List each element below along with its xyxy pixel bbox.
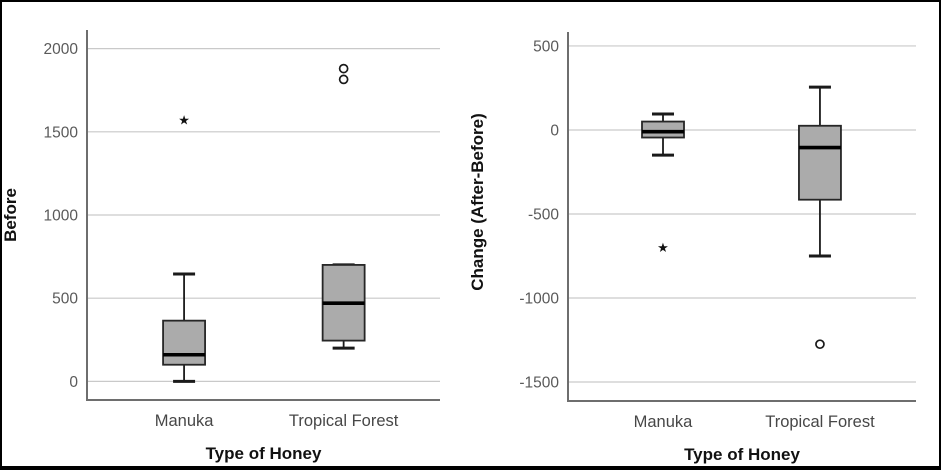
outlier-circle (338, 74, 349, 85)
extreme-outlier-star: ★ (657, 240, 669, 255)
y-tick-label: -1500 (519, 375, 559, 392)
iqr-box (162, 319, 206, 366)
y-tick-label: 0 (550, 122, 559, 139)
outlier-circle (815, 339, 825, 350)
y-tick-label: -500 (528, 206, 559, 223)
y-tick-label: 1500 (44, 124, 79, 141)
iqr-box (641, 120, 685, 139)
category-label: Manuka (155, 412, 215, 430)
y-tick-label: 1000 (44, 208, 79, 225)
y-tick-label: 500 (533, 38, 559, 55)
category-label: Tropical Forest (289, 412, 399, 430)
y-tick-label: 0 (69, 374, 78, 391)
outlier-circle (338, 63, 349, 74)
category-label: Tropical Forest (765, 413, 875, 431)
y-tick-label: 500 (52, 291, 78, 308)
extreme-outlier-star: ★ (178, 113, 190, 128)
y-tick-label: -1000 (519, 290, 559, 307)
y-axis-title: Change (After-Before) (468, 113, 487, 291)
x-axis-title: Type of Honey (206, 444, 322, 463)
y-axis-title: Before (2, 188, 20, 242)
x-axis-title: Type of Honey (684, 445, 800, 464)
y-tick-label: 2000 (44, 41, 79, 58)
category-label: Manuka (634, 413, 694, 431)
iqr-box (798, 124, 842, 201)
